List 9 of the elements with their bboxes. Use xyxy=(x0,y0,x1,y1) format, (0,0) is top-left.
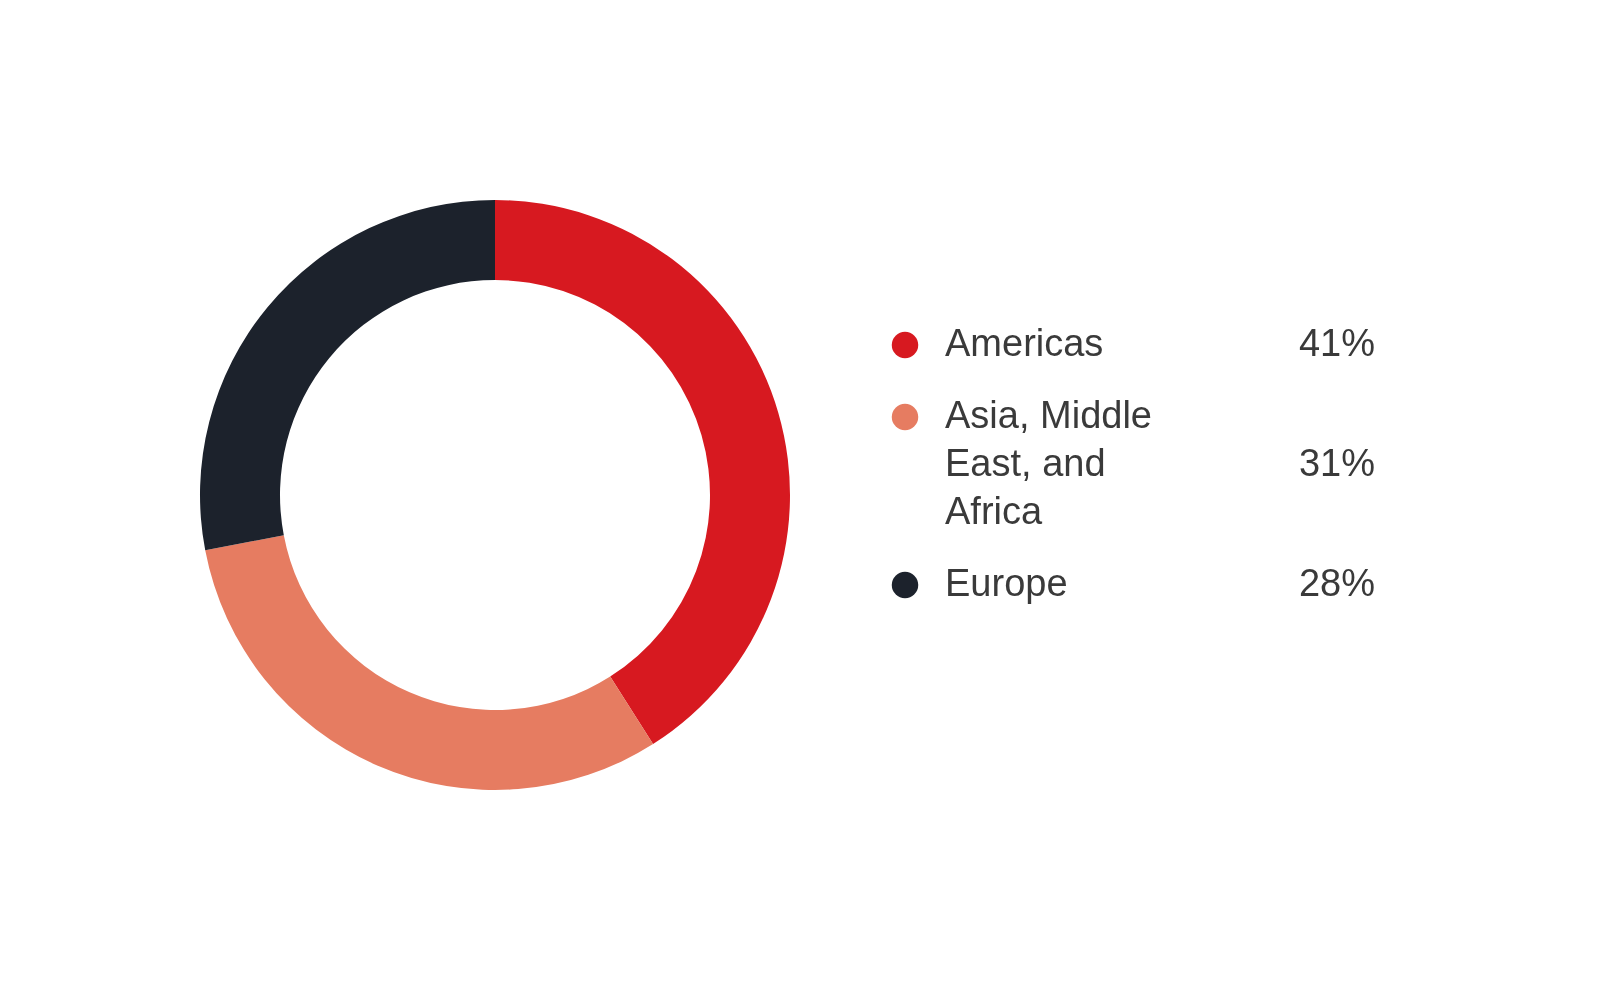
donut-slice xyxy=(205,535,654,790)
data-label: 31% xyxy=(1298,442,1375,484)
donut-slice xyxy=(495,200,790,745)
legend-label: Americas xyxy=(945,322,1104,364)
legend-label: Asia, Middle East, and Africa xyxy=(945,394,1152,532)
legend-label: Europe xyxy=(945,562,1068,604)
data-label: 41% xyxy=(1298,322,1375,364)
data-label: 28% xyxy=(1298,562,1375,604)
donut-slice xyxy=(200,200,495,551)
